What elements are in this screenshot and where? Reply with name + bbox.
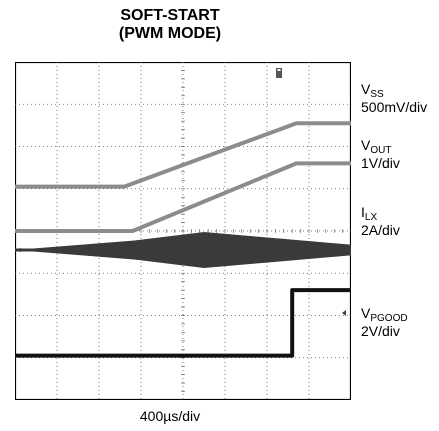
chart-title: SOFT-START — [120, 7, 220, 24]
pgood-level-marker-icon — [342, 310, 346, 316]
scale-vss: 500mV/div — [361, 99, 428, 115]
figure-id: toc15 — [323, 62, 345, 63]
label-vss: VSS — [361, 81, 384, 100]
label-vout: VOUT — [361, 137, 392, 156]
x-axis-label: 400µs/div — [139, 408, 201, 424]
scope-grid — [15, 62, 351, 400]
trigger-marker-icon — [276, 68, 282, 78]
scale-vpgood: 2V/div — [361, 323, 400, 339]
scope-plot: toc15 — [15, 62, 351, 400]
scale-ilx: 2A/div — [361, 222, 400, 238]
scale-vout: 1V/div — [361, 155, 400, 171]
trace-pgood — [15, 288, 351, 358]
trace-ss — [15, 121, 351, 189]
chart-subtitle: (PWM MODE) — [118, 25, 222, 42]
scope-traces — [15, 121, 351, 358]
label-ilx: ILX — [361, 204, 378, 223]
label-vpgood: VPGOOD — [361, 305, 408, 324]
trace-out — [15, 161, 351, 233]
